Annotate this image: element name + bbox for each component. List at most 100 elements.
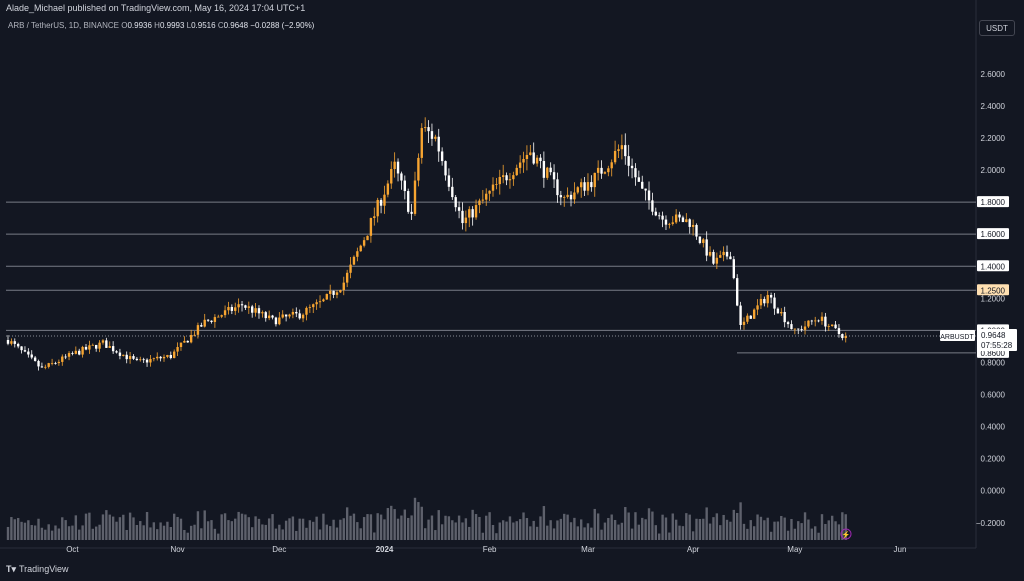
candle-body	[481, 199, 485, 201]
candle-body	[78, 350, 81, 355]
level-price-label: 1.2500	[981, 286, 1006, 295]
volume-bar	[223, 513, 227, 540]
candle-body	[559, 195, 563, 198]
currency-button[interactable]: USDT	[979, 20, 1015, 36]
candle-body	[288, 314, 291, 317]
candle-body	[142, 359, 145, 361]
candle-body	[552, 172, 556, 180]
volume-bar	[257, 518, 261, 540]
volume-bar	[278, 524, 281, 540]
candle-body	[396, 161, 400, 174]
candle-body	[678, 214, 681, 218]
lightning-glyph: ⚡	[842, 530, 851, 539]
candle-body	[373, 216, 376, 219]
candle-body	[318, 301, 322, 303]
candle-body	[705, 239, 708, 256]
volume-bar	[98, 524, 101, 540]
candle-body	[756, 305, 759, 310]
volume-bar	[349, 515, 352, 540]
volume-bar	[495, 533, 498, 540]
candle-body	[810, 320, 814, 322]
volume-bar	[447, 516, 451, 540]
y-tick-label: 2.2000	[981, 134, 1006, 143]
candle-body	[274, 317, 278, 325]
candle-body	[695, 224, 698, 237]
candle-body	[563, 196, 566, 198]
volume-bar	[627, 512, 630, 540]
candle-body	[54, 363, 57, 364]
y-tick-label: 2.6000	[981, 70, 1006, 79]
candle-body	[342, 282, 345, 291]
candle-body	[647, 190, 651, 201]
candle-body	[773, 297, 776, 309]
volume-bar	[298, 518, 301, 540]
volume-bar	[369, 514, 373, 540]
volume-bar	[101, 514, 105, 540]
candle-body	[522, 159, 525, 163]
candle-body	[417, 157, 420, 181]
volume-bar	[817, 532, 820, 540]
level-price-label: 1.6000	[981, 230, 1006, 239]
volume-bar	[800, 523, 803, 540]
candle-body	[529, 152, 532, 155]
volume-bar	[834, 521, 837, 540]
candle-body	[630, 165, 634, 169]
level-price-label: 1.8000	[981, 198, 1006, 207]
candle-body	[712, 251, 715, 264]
volume-bar	[719, 525, 722, 540]
volume-bar	[10, 517, 13, 540]
candle-body	[844, 336, 847, 339]
volume-bar	[78, 529, 81, 540]
candle-body	[254, 308, 257, 313]
volume-bar	[220, 514, 223, 540]
candle-body	[315, 302, 318, 305]
candle-body	[166, 354, 169, 357]
candle-body	[407, 191, 410, 212]
candle-body	[115, 351, 118, 353]
candle-body	[329, 290, 332, 294]
candle-body	[366, 235, 369, 241]
brand-name: TradingView	[19, 564, 69, 574]
candle-body	[769, 294, 773, 298]
candle-body	[257, 308, 261, 314]
candle-body	[430, 131, 434, 139]
candle-body	[505, 175, 508, 181]
volume-bar	[644, 519, 647, 540]
volume-bar	[654, 525, 657, 540]
candle-body	[179, 342, 183, 348]
candle-body	[386, 183, 390, 195]
volume-bar	[529, 526, 532, 540]
volume-bar	[658, 533, 661, 540]
volume-bar	[125, 529, 128, 540]
volume-bar	[142, 525, 145, 540]
volume-bar	[814, 526, 817, 540]
y-tick-label: 0.4000	[981, 423, 1006, 432]
candle-body	[125, 354, 128, 360]
volume-bar	[379, 514, 383, 540]
x-tick-label: Feb	[483, 545, 497, 554]
candle-body	[841, 334, 844, 339]
lightning-icon[interactable]	[840, 528, 852, 540]
candle-body	[719, 255, 722, 258]
candle-body	[579, 182, 583, 188]
volume-bar	[722, 514, 725, 540]
volume-bar	[169, 527, 172, 540]
volume-bar	[620, 522, 624, 540]
symbol-tag: ARBUSDT	[940, 334, 974, 341]
volume-bar	[773, 521, 776, 540]
candle-body	[515, 167, 518, 176]
candle-body	[30, 354, 33, 358]
candle-body	[220, 315, 223, 317]
volume-bar	[501, 520, 505, 540]
candle-body	[71, 353, 74, 354]
candle-body	[189, 335, 193, 343]
volume-bar	[30, 525, 33, 540]
volume-bar	[179, 518, 183, 540]
candle-body	[708, 251, 712, 256]
candle-body	[213, 317, 217, 322]
volume-bar	[485, 515, 488, 540]
candle-body	[84, 346, 88, 350]
candle-body	[651, 200, 654, 212]
volume-bar	[122, 514, 125, 540]
